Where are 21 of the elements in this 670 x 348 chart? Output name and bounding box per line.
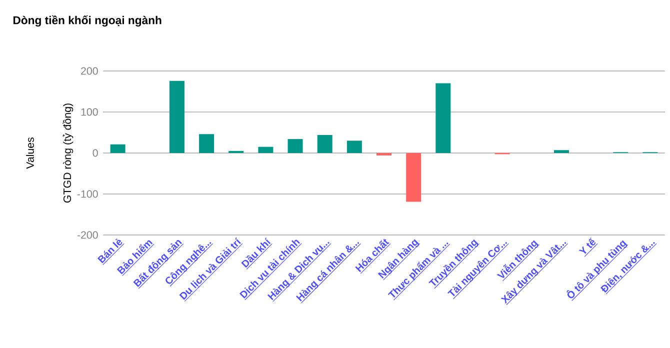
bar: [406, 152, 422, 202]
y-tick-label: 0: [92, 149, 98, 157]
y-tick-label: -100: [77, 190, 98, 198]
bar: [554, 150, 569, 153]
bar: [436, 83, 451, 153]
bar: [346, 140, 362, 153]
bar: [288, 139, 303, 153]
bar: [317, 134, 332, 153]
bar: [376, 152, 392, 156]
y-axis-title: GTGD ròng (tỷ đồng): [62, 104, 74, 203]
x-tick-label: Bán lẻ: [97, 238, 122, 264]
bar: [169, 80, 184, 153]
y-tick-label: -200: [77, 231, 98, 239]
bar: [110, 144, 126, 153]
chart-title: Dòng tiền khối ngoại ngành: [13, 15, 162, 27]
y-tick-label: 200: [81, 67, 98, 75]
bar: [199, 134, 214, 153]
text: Values: [26, 137, 34, 169]
y-tick-label: 100: [81, 108, 98, 116]
bar: [258, 146, 274, 153]
x-tick-label: Y tế: [578, 237, 596, 254]
